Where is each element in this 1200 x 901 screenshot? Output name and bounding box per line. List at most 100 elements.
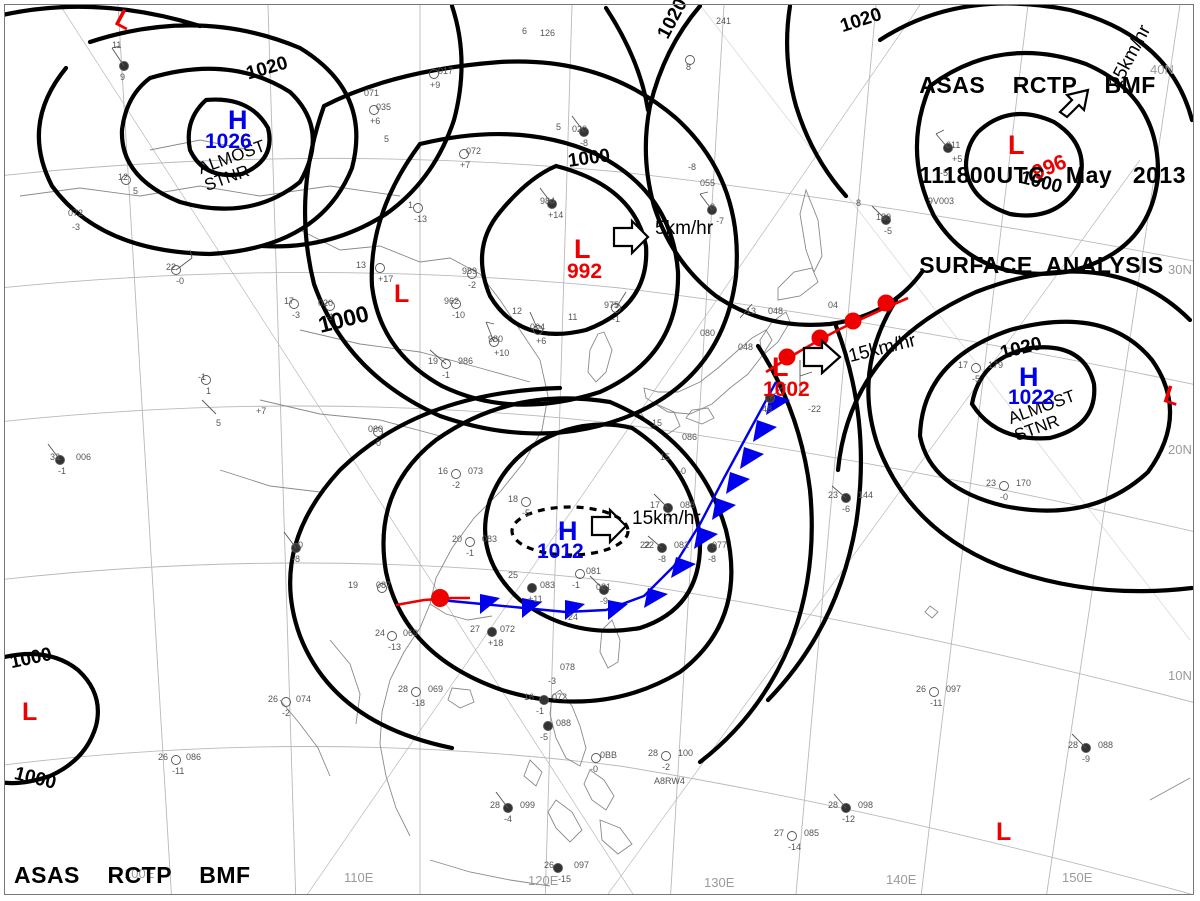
station-observation: +9 [430, 80, 441, 90]
station-observation: -1 [466, 548, 475, 558]
station-observation: 082 [674, 540, 690, 550]
lat-label-40n: 40N [1150, 62, 1174, 77]
station-observation: -2 [282, 708, 291, 718]
station-observation: 12 [512, 306, 523, 316]
station-observation: 180 [876, 212, 892, 222]
station-observation: 0 [298, 540, 304, 550]
station-observation: 077 [712, 540, 728, 550]
station-observation: 170 [1016, 478, 1032, 488]
station-observation: 15 [652, 418, 663, 428]
low-center-1002-value: 1002 [763, 378, 810, 401]
lon-label-100e: 100E [124, 866, 155, 881]
station-observation: -8 [658, 554, 667, 564]
lon-label-110e: 110E [344, 870, 374, 885]
station-observation: 081 [586, 566, 602, 576]
station-observation: 989 [462, 266, 478, 276]
station-observation: 072 [500, 624, 516, 634]
station-observation: -11 [930, 698, 943, 708]
station-observation: 28 [490, 800, 501, 810]
station-observation: 48 [762, 404, 773, 414]
station-observation: 004 [530, 322, 546, 332]
station-observation: 241 [716, 16, 732, 26]
station-observation: 27 [774, 828, 785, 838]
high-center-1012-letter: H [558, 516, 578, 546]
station-observation: -1 [326, 312, 335, 322]
station-observation: -22 [808, 404, 822, 414]
station-observation: 072 [68, 208, 84, 218]
station-observation: 086 [186, 752, 202, 762]
station-observation: -15 [558, 874, 572, 884]
station-observation: 048 [768, 306, 784, 316]
station-observation: A8RW4 [654, 776, 685, 786]
station-observation: 28 [648, 748, 659, 758]
station-observation: 04 [828, 300, 839, 310]
station-observation: -8 [292, 554, 301, 564]
station-observation: +6 [370, 116, 381, 126]
title-bottom-line1: ASAS RCTP BMF [14, 862, 251, 888]
station-observation: 984 [540, 196, 556, 206]
station-observation: -5 [940, 168, 949, 178]
station-observation: 081 [596, 582, 612, 592]
edge-low-marker: L [22, 698, 38, 726]
station-observation: 23 [828, 490, 839, 500]
station-observation: 17 [284, 296, 295, 306]
low-center-1002-letter: L [772, 352, 789, 382]
title-top-line3: SURFACE ANALYSIS [919, 252, 1164, 278]
station-observation: -0 [1000, 492, 1009, 502]
station-observation: 098 [858, 800, 874, 810]
station-observation: 24 [568, 612, 579, 622]
station-observation: -3 [548, 676, 557, 686]
station-observation: +6 [536, 336, 547, 346]
station-observation: +7 [460, 160, 471, 170]
low-center-992-value: 992 [567, 260, 603, 283]
station-observation: -3 [72, 222, 81, 232]
station-observation: -13 [388, 642, 402, 652]
station-observation: -2 [452, 480, 461, 490]
title-block-top: ASAS RCTP BMF 111800UTC May 2013 SURFACE… [919, 10, 1186, 340]
lon-label-120e: 120E [528, 873, 559, 888]
high-1012-speed-label: 15km/hr [632, 508, 701, 529]
station-observation: 18 [508, 494, 519, 504]
lat-label-20n: 20N [1168, 442, 1192, 457]
lat-label-30n: 30N [1168, 262, 1192, 277]
station-observation: 5 [384, 134, 390, 144]
station-observation: 17 [650, 500, 661, 510]
station-observation: 5 [556, 122, 562, 132]
station-observation: -13 [414, 214, 428, 224]
station-observation: 27 [470, 624, 481, 634]
station-observation: 17 [958, 360, 969, 370]
title-top-line2: 111800UTC May 2013 [919, 162, 1186, 188]
station-observation: -8 [580, 138, 589, 148]
station-observation: 088 [680, 500, 696, 510]
station-observation: 5 [133, 186, 139, 196]
station-observation: 8 [856, 198, 862, 208]
station-observation: 086 [682, 432, 698, 442]
station-observation: 8 [710, 202, 716, 212]
station-observation: 085 [804, 828, 820, 838]
station-observation: -3 [292, 310, 301, 320]
station-observation: 087 [376, 580, 392, 590]
station-observation: -5 [884, 226, 893, 236]
station-observation: -7 [716, 216, 725, 226]
weak-high-dashed-ellipse [510, 505, 630, 557]
station-observation: 22 [166, 262, 177, 272]
station-observation: 11 [568, 312, 578, 322]
station-observation: 1 [206, 386, 212, 396]
station-observation: -0 [176, 276, 185, 286]
station-observation: 975 [604, 300, 620, 310]
station-observation: 12 [118, 172, 129, 182]
title-block-bottom: ASAS RCTP BMF 111800UTC May 2013 SURFACE… [14, 800, 281, 901]
station-observation: 0 [376, 438, 382, 448]
low-992-speed-label: 5km/hr [655, 218, 714, 239]
station-observation: 13 [746, 306, 757, 316]
high-center-1026-value: 1026 [205, 130, 252, 153]
station-observation: +10 [494, 348, 510, 358]
cold-front-main [439, 381, 790, 620]
high-center-1022-value: 1022 [1008, 386, 1055, 409]
station-observation: 020 [572, 124, 588, 134]
station-observation: 9 [120, 72, 126, 82]
station-observation: 986 [458, 356, 474, 366]
warm-front-south [395, 589, 470, 607]
station-observation: 055 [700, 178, 716, 188]
